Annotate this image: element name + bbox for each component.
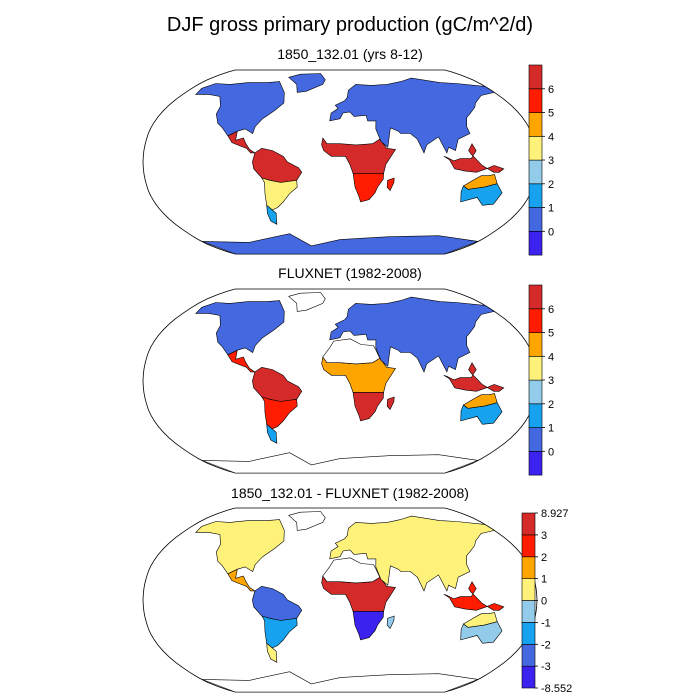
colorbar-tick-label: 6 bbox=[548, 84, 554, 96]
colorbar-swatch bbox=[521, 534, 536, 558]
colorbar-tick-label: 4 bbox=[548, 131, 554, 143]
colorbar-swatch bbox=[528, 284, 543, 310]
region-australia bbox=[460, 183, 503, 206]
colorbar-1: 0 1 2 3 4 5 6 bbox=[528, 64, 554, 256]
colorbar-swatch bbox=[521, 622, 536, 645]
map-panel-1 bbox=[142, 69, 538, 255]
region-southern-south-america bbox=[261, 177, 298, 211]
region-madagascar bbox=[386, 615, 395, 630]
colorbar-swatch bbox=[528, 64, 543, 90]
colorbar-swatch bbox=[528, 231, 543, 256]
colorbar-swatch bbox=[521, 600, 536, 623]
region-patagonia bbox=[266, 423, 278, 444]
region-greenland bbox=[288, 73, 326, 93]
colorbar-swatch bbox=[528, 88, 543, 113]
region-patagonia bbox=[266, 642, 278, 663]
region-eurasia bbox=[329, 515, 496, 592]
colorbar-swatch bbox=[521, 512, 536, 536]
colorbar-swatch bbox=[521, 643, 536, 667]
region-southern-africa bbox=[352, 611, 384, 641]
colorbar-tick-label: 4 bbox=[548, 351, 554, 363]
colorbar-tick-label: -2 bbox=[541, 639, 551, 651]
colorbar-swatch bbox=[528, 450, 543, 476]
colorbar-tick-label: 1 bbox=[541, 574, 547, 586]
colorbar-2: 0 1 2 3 4 5 6 bbox=[528, 284, 554, 476]
region-sahara bbox=[322, 557, 381, 584]
panel-3-title: 1850_132.01 - FLUXNET (1982-2008) bbox=[231, 485, 469, 501]
colorbar-tick-label: -8.552 bbox=[541, 683, 572, 695]
colorbar-tick-label: 3 bbox=[548, 155, 554, 167]
colorbar-swatch bbox=[528, 427, 543, 452]
colorbar-3: 8.927 3 2 1 0 -1 -2 -3 -8.552 bbox=[521, 508, 572, 695]
region-north-america bbox=[195, 81, 285, 137]
map-panel-2 bbox=[142, 288, 538, 474]
region-greenland bbox=[288, 292, 326, 312]
region-australia bbox=[460, 402, 503, 425]
colorbar-swatch bbox=[528, 403, 543, 428]
colorbar-swatch bbox=[521, 556, 536, 579]
colorbar-swatch bbox=[528, 355, 543, 381]
panel-2-title: FLUXNET (1982-2008) bbox=[278, 265, 422, 281]
colorbar-tick-label: 8.927 bbox=[541, 508, 569, 520]
region-southern-africa bbox=[352, 173, 384, 203]
colorbar-tick-label: 0 bbox=[548, 226, 554, 238]
region-madagascar bbox=[386, 177, 395, 192]
colorbar-tick-label: -1 bbox=[541, 617, 551, 629]
colorbar-swatch bbox=[521, 665, 536, 689]
region-greenland bbox=[288, 511, 326, 531]
region-north-america bbox=[195, 519, 285, 575]
panel-1-title: 1850_132.01 (yrs 8-12) bbox=[277, 46, 423, 62]
colorbar-tick-label: 6 bbox=[548, 304, 554, 316]
region-australia bbox=[460, 621, 503, 644]
main-title: DJF gross primary production (gC/m^2/d) bbox=[166, 14, 534, 36]
region-africa-tropics bbox=[321, 137, 397, 174]
region-antarctica bbox=[201, 671, 480, 693]
region-eurasia bbox=[329, 296, 496, 373]
region-north-america bbox=[195, 300, 285, 356]
region-central-america bbox=[227, 349, 256, 373]
colorbar-tick-label: 2 bbox=[548, 179, 554, 191]
region-maritime-southeast-asia bbox=[443, 581, 505, 611]
colorbar-swatch bbox=[528, 183, 543, 208]
map-panel-3 bbox=[142, 507, 538, 693]
colorbar-tick-label: 3 bbox=[541, 530, 547, 542]
region-patagonia bbox=[266, 204, 278, 225]
region-antarctica bbox=[201, 452, 480, 474]
colorbar-swatch bbox=[521, 578, 536, 601]
region-southern-south-america bbox=[261, 615, 298, 649]
colorbar-swatch bbox=[528, 159, 543, 185]
colorbar-tick-label: 2 bbox=[548, 399, 554, 411]
colorbar-tick-label: 3 bbox=[548, 375, 554, 387]
colorbar-tick-label: 0 bbox=[548, 446, 554, 458]
region-maritime-southeast-asia bbox=[443, 143, 505, 173]
region-antarctica bbox=[201, 233, 480, 255]
region-sahara bbox=[322, 338, 381, 365]
colorbar-swatch bbox=[528, 207, 543, 232]
region-maritime-southeast-asia bbox=[443, 362, 505, 392]
colorbar-tick-label: 5 bbox=[548, 108, 554, 120]
colorbar-tick-label: 0 bbox=[541, 596, 547, 608]
colorbar-tick-label: -3 bbox=[541, 661, 551, 673]
region-southern-south-america bbox=[261, 396, 298, 430]
region-central-america bbox=[227, 130, 256, 154]
region-central-america bbox=[227, 568, 256, 592]
colorbar-swatch bbox=[528, 308, 543, 333]
region-eurasia bbox=[329, 77, 496, 154]
colorbar-tick-label: 1 bbox=[548, 203, 554, 215]
colorbar-swatch bbox=[528, 112, 543, 137]
colorbar-swatch bbox=[528, 332, 543, 357]
colorbar-tick-label: 2 bbox=[541, 552, 547, 564]
colorbar-tick-label: 5 bbox=[548, 328, 554, 340]
colorbar-swatch bbox=[528, 379, 543, 405]
region-southern-africa bbox=[352, 392, 384, 422]
colorbar-swatch bbox=[528, 136, 543, 161]
region-madagascar bbox=[386, 396, 395, 411]
colorbar-tick-label: 1 bbox=[548, 423, 554, 435]
